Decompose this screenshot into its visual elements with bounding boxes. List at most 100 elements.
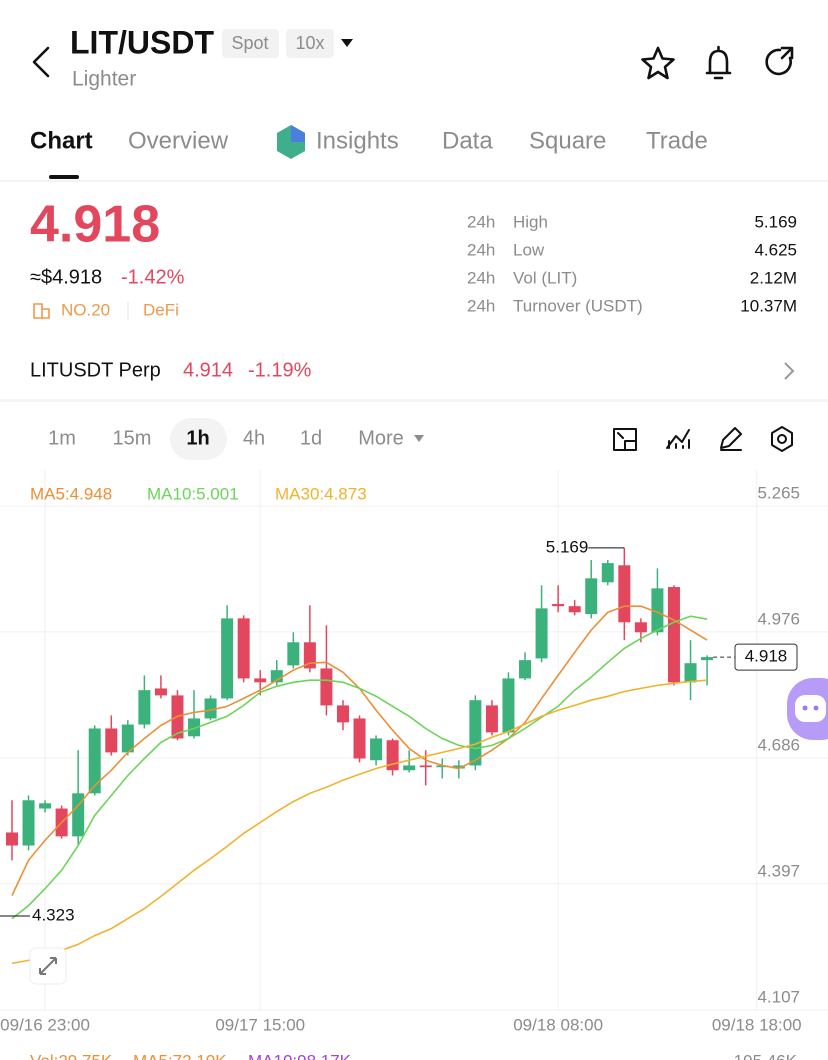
high-marker-label: 5.169 (546, 537, 589, 556)
legend-entry: MA30:4.873 (275, 484, 367, 503)
badge-bg (222, 29, 279, 58)
stat-label: Vol (LIT) (513, 268, 577, 287)
candle-body (5, 832, 18, 846)
candle-body (601, 563, 614, 583)
ma-line (11, 679, 708, 965)
tool-icon[interactable] (613, 428, 637, 451)
tab[interactable]: Trade (646, 127, 708, 154)
candle-body (138, 690, 151, 725)
candle-body (634, 622, 647, 633)
candle-body (502, 678, 515, 733)
candle-body (121, 724, 134, 753)
candle-body (254, 678, 267, 683)
candle-body (701, 657, 714, 661)
volume-legend-entry: Vol:29.75K (30, 1051, 113, 1060)
alert-icon[interactable] (705, 45, 732, 80)
candle-body (22, 800, 35, 846)
candle-body (419, 765, 432, 768)
candle-body (370, 738, 383, 761)
stat-value: 10.37M (740, 296, 797, 315)
stat-value: 4.625 (754, 240, 797, 259)
badge: 10x (295, 33, 324, 53)
candle-body (353, 718, 366, 759)
rank[interactable]: NO.20 (61, 300, 110, 319)
candle-body (336, 705, 349, 723)
candle-body (403, 765, 416, 771)
x-tick-label: 09/18 18:00 (712, 1015, 802, 1034)
sector[interactable]: DeFi (143, 300, 179, 319)
tab-bar: Chart Overview Insights Data Square Trade (30, 125, 708, 159)
tab[interactable]: Square (529, 127, 606, 154)
x-tick-label: 09/16 23:00 (0, 1015, 90, 1034)
interval[interactable]: 1d (300, 427, 322, 449)
pair-name: Lighter (72, 68, 136, 91)
perp-change: -1.19% (248, 359, 312, 381)
interval[interactable]: More (358, 427, 404, 449)
stat-label: Turnover (USDT) (513, 296, 643, 315)
favorite-icon[interactable] (641, 46, 675, 80)
draw-icon[interactable] (720, 427, 742, 451)
volume-axis-label: 195.46K (734, 1051, 798, 1060)
legend-entry: MA5:4.948 (30, 484, 112, 503)
assistant-eye (802, 705, 808, 711)
share-icon[interactable] (765, 46, 794, 76)
interval-bar: 1m 15m 1h 4h 1d More (48, 427, 424, 449)
x-tick-label: 09/17 15:00 (215, 1015, 305, 1034)
candle-body (154, 688, 167, 696)
stat-period: 24h (467, 212, 495, 231)
tab[interactable]: Overview (128, 127, 229, 154)
settings-icon-dot (777, 434, 787, 444)
volume-legend: Vol:29.75K MA5:72.10K MA10:98.17K 195.46K (30, 1051, 798, 1060)
perp-price: 4.914 (183, 359, 233, 381)
settings-icon[interactable] (771, 426, 793, 452)
badge: Spot (231, 33, 268, 53)
candle-body (618, 565, 631, 623)
interval[interactable]: 1h (186, 427, 209, 449)
tab[interactable]: Data (442, 127, 493, 154)
chevron[interactable] (784, 362, 795, 380)
candle-body (237, 618, 250, 679)
candle-body (204, 698, 217, 719)
candle-body (667, 587, 680, 683)
symbol: LIT/USDT (70, 24, 214, 60)
stat-value: 2.12M (750, 268, 797, 287)
insights-icon-accent (291, 125, 305, 142)
interval[interactable]: 4h (243, 427, 265, 449)
volume-legend-entry: MA5:72.10K (133, 1051, 227, 1060)
tab[interactable]: Insights (316, 127, 399, 154)
candle-body (535, 608, 548, 659)
stat-period: 24h (467, 268, 495, 287)
interval[interactable]: 1m (48, 427, 76, 449)
candle-body (485, 705, 498, 733)
candle-body (469, 700, 482, 766)
rank-icon (33, 303, 50, 319)
candle-body (303, 642, 316, 669)
candle-body (519, 660, 532, 679)
indicator-icon[interactable] (666, 429, 690, 449)
y-tick-label: 4.976 (757, 609, 800, 628)
tab[interactable]: Chart (30, 127, 93, 154)
price-change: -1.42% (121, 266, 185, 288)
section-gap (0, 399, 828, 402)
candle-body (39, 803, 52, 809)
candle-body (568, 606, 581, 613)
y-tick-label: 4.397 (757, 861, 800, 880)
candle-body (452, 765, 465, 769)
legend-entry: MA10:5.001 (147, 484, 239, 503)
dropdown-caret[interactable] (341, 39, 353, 47)
y-tick-label: 4.686 (757, 736, 800, 755)
assistant-eye (813, 705, 819, 711)
interval[interactable]: 15m (113, 427, 152, 449)
back-button[interactable] (32, 46, 50, 78)
y-tick-label: 5.265 (757, 484, 800, 503)
perp-name[interactable]: LITUSDT Perp (30, 359, 161, 381)
interval-selected-bg (170, 418, 227, 460)
candle-body (72, 793, 85, 837)
tab-indicator (49, 175, 79, 179)
candle-body (585, 578, 598, 615)
candle-body (436, 765, 449, 768)
y-tick-label: 4.107 (757, 987, 800, 1006)
candle-body (221, 618, 234, 699)
last-price-label: 4.918 (745, 647, 788, 666)
